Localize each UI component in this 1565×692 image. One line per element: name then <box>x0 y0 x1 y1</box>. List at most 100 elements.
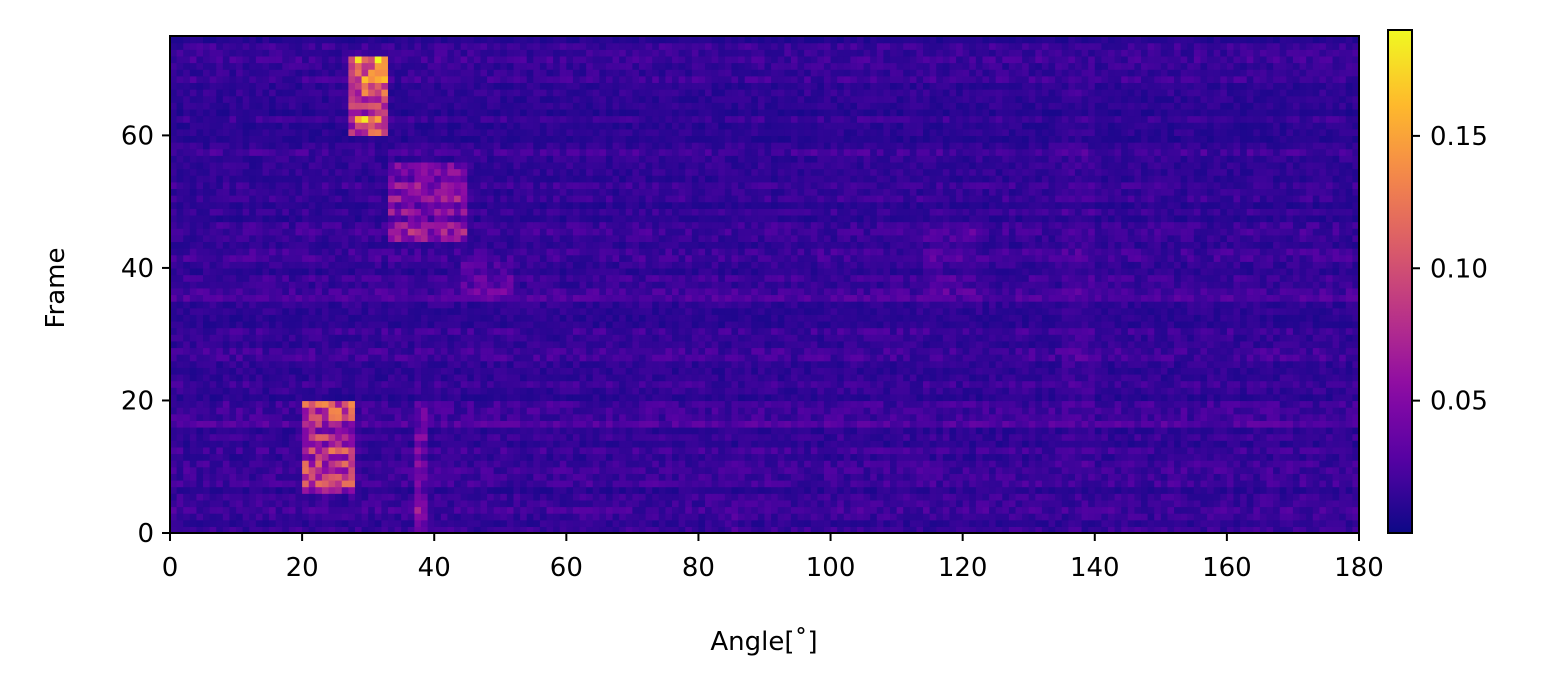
heatmap-cell <box>698 519 706 527</box>
heatmap-cell <box>354 380 363 388</box>
heatmap-cell <box>777 479 785 488</box>
heatmap-cell <box>658 513 667 521</box>
heatmap-cell <box>1339 486 1347 494</box>
heatmap-cell <box>275 373 283 382</box>
heatmap-cell <box>467 426 475 435</box>
heatmap-cell <box>830 347 838 355</box>
heatmap-cell <box>989 466 997 474</box>
heatmap-cell <box>625 373 633 382</box>
heatmap-cell <box>394 479 402 488</box>
heatmap-cell <box>1134 393 1142 402</box>
heatmap-cell <box>665 347 673 355</box>
heatmap-cell <box>658 453 667 461</box>
heatmap-cell <box>843 354 851 362</box>
heatmap-cell <box>995 466 1003 474</box>
heatmap-cell <box>506 360 515 368</box>
heatmap-cell <box>1319 413 1327 421</box>
heatmap-cell <box>1121 526 1129 534</box>
heatmap-cell <box>1061 354 1069 362</box>
heatmap-cell <box>1253 486 1261 494</box>
heatmap-cell <box>1220 499 1228 508</box>
heatmap-cell <box>1048 446 1056 455</box>
heatmap-cell <box>374 526 382 534</box>
heatmap-cell <box>176 413 184 421</box>
heatmap-cell <box>612 519 620 527</box>
heatmap-cell <box>414 413 422 421</box>
heatmap-cell <box>1246 407 1254 415</box>
heatmap-cell <box>1022 426 1030 435</box>
heatmap-cell <box>506 420 515 428</box>
heatmap-cell <box>203 354 211 362</box>
heatmap-cell <box>1240 433 1248 441</box>
heatmap-cell <box>592 354 600 362</box>
heatmap-cell <box>1200 393 1208 402</box>
heatmap-cell <box>757 420 766 428</box>
heatmap-cell <box>196 526 204 534</box>
heatmap-cell <box>876 367 884 375</box>
heatmap-cell <box>1068 433 1076 441</box>
heatmap-cell <box>421 433 429 441</box>
heatmap-cell <box>368 380 376 388</box>
heatmap-cell <box>170 493 178 501</box>
heatmap-cell <box>1233 373 1241 382</box>
heatmap-cell <box>619 373 627 382</box>
heatmap-cell <box>1332 360 1340 368</box>
heatmap-cell <box>566 440 574 448</box>
heatmap-cell <box>394 526 402 534</box>
heatmap-cell <box>678 433 686 441</box>
heatmap-cell <box>513 367 521 375</box>
heatmap-cell <box>222 506 231 514</box>
heatmap-cell <box>288 486 297 494</box>
heatmap-cell <box>381 407 389 415</box>
heatmap-cell <box>295 380 303 388</box>
heatmap-cell <box>1141 380 1149 388</box>
heatmap-cell <box>1061 493 1069 501</box>
heatmap-cell <box>823 446 832 455</box>
heatmap-cell <box>1114 407 1122 415</box>
heatmap-cell <box>275 460 283 468</box>
heatmap-cell <box>566 526 574 534</box>
heatmap-cell <box>315 446 323 455</box>
heatmap-cell <box>764 413 772 421</box>
heatmap-cell <box>909 420 918 428</box>
heatmap-cell <box>1273 440 1281 448</box>
heatmap-cell <box>335 453 343 461</box>
heatmap-cell <box>315 506 323 514</box>
heatmap-cell <box>1339 426 1347 435</box>
heatmap-cell <box>1273 413 1281 421</box>
heatmap-cell <box>262 367 270 375</box>
heatmap-cell <box>1180 380 1188 388</box>
heatmap-cell <box>1319 426 1327 435</box>
heatmap-cell <box>1180 473 1188 481</box>
heatmap-cell <box>447 426 455 435</box>
heatmap-cell <box>652 347 660 355</box>
heatmap-cell <box>784 473 792 481</box>
heatmap-cell <box>1008 513 1017 521</box>
heatmap-cell <box>434 440 442 448</box>
heatmap-cell <box>1055 460 1063 468</box>
heatmap-cell <box>196 367 204 375</box>
heatmap-cell <box>599 453 607 461</box>
heatmap-cell <box>890 440 898 448</box>
heatmap-cell <box>1160 446 1169 455</box>
heatmap-cell <box>295 347 303 355</box>
heatmap-cell <box>401 513 409 521</box>
heatmap-cell <box>1273 460 1281 468</box>
heatmap-cell <box>678 387 686 395</box>
heatmap-cell <box>401 440 409 448</box>
heatmap-cell <box>612 473 620 481</box>
heatmap-cell <box>1107 513 1116 521</box>
heatmap-cell <box>321 407 330 415</box>
heatmap-cell <box>1266 453 1274 461</box>
heatmap-cell <box>269 387 277 395</box>
heatmap-cell <box>506 373 515 382</box>
heatmap-cell <box>685 526 693 534</box>
heatmap-cell <box>1074 367 1083 375</box>
heatmap-cell <box>460 493 468 501</box>
heatmap-cell <box>1266 426 1274 435</box>
heatmap-cell <box>1002 486 1010 494</box>
heatmap-cell <box>315 526 323 534</box>
heatmap-cell <box>1094 446 1102 455</box>
heatmap-cell <box>447 433 455 441</box>
heatmap-cell <box>678 413 686 421</box>
